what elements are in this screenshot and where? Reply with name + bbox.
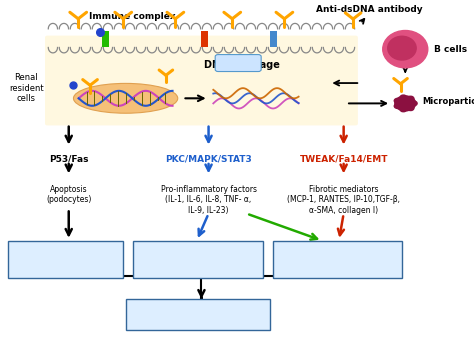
FancyBboxPatch shape [270,31,277,47]
Text: Infiltration of immune cells/
Cellular proliferation: Infiltration of immune cells/ Cellular p… [138,249,258,270]
FancyBboxPatch shape [133,241,263,278]
Text: Microparticle: Microparticle [422,97,474,106]
FancyBboxPatch shape [126,299,270,330]
FancyBboxPatch shape [45,36,358,125]
Text: TWEAK/Fa14/EMT: TWEAK/Fa14/EMT [300,154,388,163]
Text: Lupus nephritis: Lupus nephritis [143,308,253,321]
Circle shape [394,98,401,103]
FancyBboxPatch shape [201,31,208,47]
Text: Broken of glomerular
filtration membrane: Broken of glomerular filtration membrane [19,249,111,270]
Text: Immune complex: Immune complex [90,12,176,21]
Text: Apoptosis
(podocytes): Apoptosis (podocytes) [46,185,91,204]
Ellipse shape [73,83,178,113]
Circle shape [400,107,407,112]
Text: Glomerulosclerosis/
Tubulointerstitial fibrosis: Glomerulosclerosis/ Tubulointerstitial f… [283,249,392,270]
Text: Renal
resident
cells: Renal resident cells [9,73,44,103]
Ellipse shape [383,31,428,68]
Circle shape [395,96,416,111]
Text: Pro-inflammatory factors
(IL-1, IL-6, IL-8, TNF- α,
IL-9, IL-23): Pro-inflammatory factors (IL-1, IL-6, IL… [161,185,256,215]
Circle shape [407,106,414,111]
Text: DNase I: DNase I [223,60,253,66]
FancyBboxPatch shape [273,241,402,278]
Text: Fibrotic mediators
(MCP-1, RANTES, IP-10,TGF-β,
α-SMA, collagen I): Fibrotic mediators (MCP-1, RANTES, IP-10… [287,185,400,215]
Text: P53/Fas: P53/Fas [49,154,89,163]
Ellipse shape [388,36,416,60]
Circle shape [407,96,414,101]
Circle shape [394,104,401,108]
Text: Anti-dsDNA antibody: Anti-dsDNA antibody [317,5,423,14]
Circle shape [400,95,407,100]
Circle shape [410,101,417,106]
Text: PKC/MAPK/STAT3: PKC/MAPK/STAT3 [165,154,252,163]
Text: B cells: B cells [434,45,467,54]
FancyBboxPatch shape [102,31,109,47]
FancyBboxPatch shape [215,55,261,72]
FancyBboxPatch shape [8,241,123,278]
Text: DNA cleavage: DNA cleavage [204,60,280,70]
